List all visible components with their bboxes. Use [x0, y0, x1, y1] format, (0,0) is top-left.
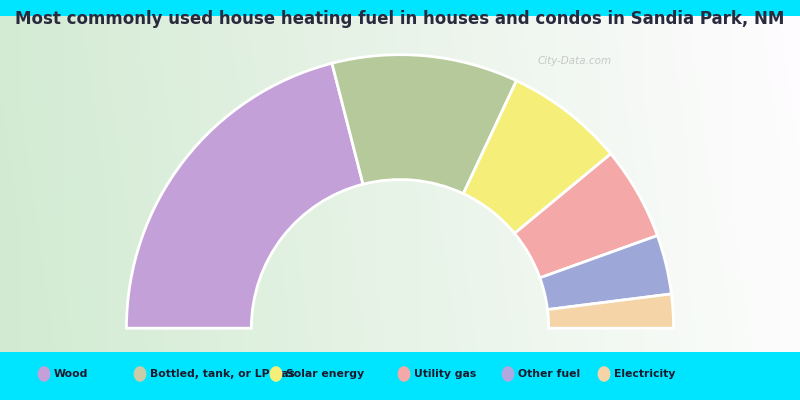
Wedge shape [540, 236, 671, 310]
Text: Other fuel: Other fuel [518, 369, 580, 379]
Text: Most commonly used house heating fuel in houses and condos in Sandia Park, NM: Most commonly used house heating fuel in… [15, 10, 785, 28]
Text: Wood: Wood [54, 369, 88, 379]
Wedge shape [547, 294, 674, 328]
Ellipse shape [598, 366, 610, 382]
Ellipse shape [134, 366, 146, 382]
Ellipse shape [270, 366, 282, 382]
Text: City-Data.com: City-Data.com [538, 56, 611, 66]
Text: Solar energy: Solar energy [286, 369, 364, 379]
Wedge shape [514, 154, 658, 278]
Ellipse shape [38, 366, 50, 382]
Text: Utility gas: Utility gas [414, 369, 476, 379]
Ellipse shape [398, 366, 410, 382]
Ellipse shape [502, 366, 514, 382]
Wedge shape [332, 55, 517, 194]
Wedge shape [126, 63, 363, 328]
Text: Bottled, tank, or LP gas: Bottled, tank, or LP gas [150, 369, 294, 379]
Text: Electricity: Electricity [614, 369, 675, 379]
Wedge shape [463, 81, 610, 234]
